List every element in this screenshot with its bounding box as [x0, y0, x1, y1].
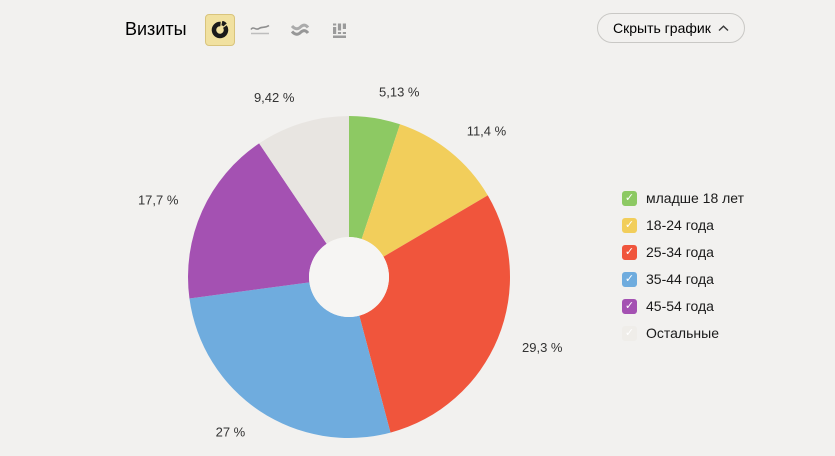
legend-checkbox-icon[interactable]: ✓	[622, 298, 637, 314]
page-title: Визиты	[125, 19, 187, 39]
pie-slice-5[interactable]	[259, 116, 349, 244]
pie-slice-4[interactable]	[187, 143, 327, 299]
chart-type-stacked-area-button[interactable]	[285, 14, 315, 46]
pie-label-2: 29,3 %	[522, 340, 563, 355]
legend-label: младше 18 лет	[646, 190, 745, 206]
legend-label: Остальные	[646, 325, 719, 341]
legend-item-1[interactable]: ✓ 18-24 года	[622, 217, 744, 233]
legend-label: 18-24 года	[646, 217, 714, 233]
chart-type-switcher	[205, 14, 355, 46]
pie-label-1: 11,4 %	[467, 124, 507, 139]
legend-checkbox-icon[interactable]: ✓	[622, 271, 637, 287]
legend-checkbox-icon[interactable]: ✓	[622, 190, 637, 206]
pie-slice-0[interactable]	[349, 116, 401, 240]
chart-type-donut-button[interactable]	[205, 14, 235, 46]
legend-label: 35-44 года	[646, 271, 714, 287]
stacked-area-chart-icon	[290, 23, 310, 36]
legend-checkbox-icon[interactable]: ✓	[622, 244, 637, 260]
bar-chart-icon	[333, 23, 346, 38]
legend-item-5[interactable]: ✓ Остальные	[622, 325, 744, 341]
legend-checkbox-icon[interactable]: ✓	[622, 325, 637, 341]
legend-item-4[interactable]: ✓ 45-54 года	[622, 298, 744, 314]
pie-slice-2[interactable]	[359, 195, 510, 433]
pie-label-4: 17,7 %	[138, 192, 179, 207]
chart-type-line-button[interactable]	[245, 14, 275, 46]
pie-label-5: 9,42 %	[254, 90, 295, 105]
pie-label-0: 5,13 %	[379, 84, 420, 99]
legend-checkbox-icon[interactable]: ✓	[622, 217, 637, 233]
chart-legend: ✓ младше 18 лет ✓ 18-24 года ✓ 25-34 года ✓ 35-…	[622, 190, 744, 352]
legend-item-0[interactable]: ✓ младше 18 лет	[622, 190, 744, 206]
legend-label: 45-54 года	[646, 298, 714, 314]
legend-item-2[interactable]: ✓ 25-34 года	[622, 244, 744, 260]
legend-item-3[interactable]: ✓ 35-44 года	[622, 271, 744, 287]
legend-label: 25-34 года	[646, 244, 714, 260]
chevron-up-icon	[718, 24, 729, 31]
hide-chart-button[interactable]: Скрыть график	[597, 13, 745, 43]
donut-hole	[309, 237, 389, 317]
chart-type-bar-button[interactable]	[325, 14, 355, 46]
line-chart-icon	[250, 24, 270, 35]
hide-chart-label: Скрыть график	[613, 20, 711, 36]
pie-slice-3[interactable]	[189, 282, 391, 438]
pie-label-3: 27 %	[216, 425, 246, 440]
pie-slice-1[interactable]	[361, 124, 488, 257]
donut-chart-icon	[211, 21, 229, 39]
